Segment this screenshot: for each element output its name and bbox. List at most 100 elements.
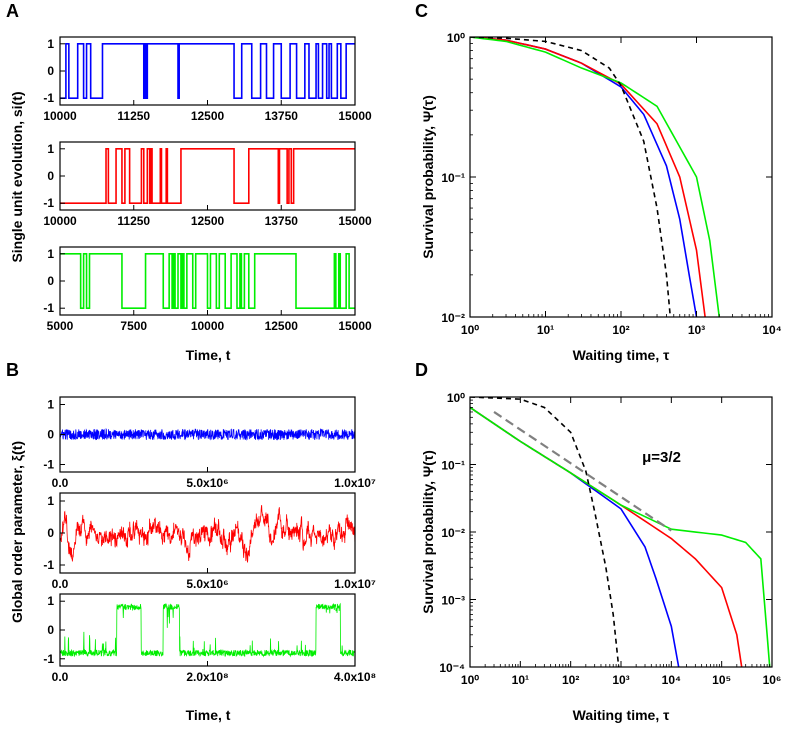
plot-frame	[59, 593, 356, 667]
x-tick-label: 10000	[43, 214, 77, 228]
slope-annotation: μ=3/2	[642, 449, 681, 466]
plot-frame	[59, 141, 356, 211]
x-axis-label: Waiting time, τ	[573, 707, 670, 723]
x-axis-label: Waiting time, τ	[573, 347, 670, 363]
x-tick-label: 10000	[43, 109, 77, 123]
x-tick-label: 1.0x10⁷	[334, 577, 376, 591]
x-tick-label: 10³	[612, 673, 629, 687]
series-green-trace	[60, 253, 355, 309]
plot-frame	[59, 36, 356, 106]
panel-b-subplot-green: 1 0 -1 0.0 2.0x10⁸ 4.0x10⁸	[43, 593, 376, 684]
x-tick-label: 12500	[191, 109, 225, 123]
y-tick-label: 1	[47, 37, 54, 51]
x-tick-label: 11250	[117, 214, 150, 228]
panel-a-subplot-red: 1 0 -1 10000 11250 12500 13750 15000	[43, 141, 372, 228]
y-tick-label: 0	[47, 623, 54, 637]
x-tick-label: 15000	[338, 109, 372, 123]
y-tick-label: -1	[43, 301, 54, 315]
panel-letter-d: D	[415, 360, 428, 380]
y-tick-label: 0	[47, 526, 54, 540]
x-tick-label: 5.0x10⁶	[186, 577, 228, 591]
panel-a-subplot-green: 1 0 -1 5000 7500 10000 12500 15000	[43, 246, 372, 333]
series-black-dashed-line	[470, 37, 672, 317]
x-tick-label: 10⁰	[461, 673, 479, 687]
y-tick-label: -1	[43, 558, 54, 572]
x-tick-label: 1.0x10⁷	[334, 476, 376, 490]
y-tick-label: 10⁻¹	[441, 459, 465, 473]
panel-b-subplot-blue: 1 0 -1 0.0 5.0x10⁶ 1.0x10⁷	[43, 396, 376, 490]
y-tick-label: 10⁻²	[441, 526, 465, 540]
y-tick-label: -1	[43, 458, 54, 472]
x-tick-label: 10⁶	[763, 673, 782, 687]
panel-b-subplot-red: 1 0 -1 0.0 5.0x10⁶ 1.0x10⁷	[43, 492, 376, 591]
x-tick-label: 10³	[688, 323, 705, 337]
series-red-trace	[59, 505, 356, 563]
y-axis-label: Single unit evolution, si(t)	[9, 91, 25, 262]
series-black-dashed-line	[470, 397, 620, 667]
x-tick-label: 0.0	[52, 476, 69, 490]
y-tick-label: 0	[47, 169, 54, 183]
panel-c: 10⁰ 10¹ 10² 10³ 10⁴ 10⁰ 10⁻¹ 10⁻² Survival proba…	[420, 31, 782, 363]
x-tick-label: 12500	[265, 319, 299, 333]
y-tick-label: -1	[43, 652, 54, 666]
x-tick-label: 11250	[117, 109, 150, 123]
series-red-trace	[60, 148, 355, 204]
x-tick-label: 10²	[562, 673, 579, 687]
x-tick-label: 10⁴	[662, 673, 681, 687]
x-tick-label: 12500	[191, 214, 225, 228]
y-tick-label: 10⁰	[447, 31, 465, 45]
y-axis-label: Survival probability, Ψ(τ)	[420, 95, 436, 259]
x-axis-label: Time, t	[186, 707, 231, 723]
series-blue-trace	[60, 43, 355, 99]
x-tick-label: 5.0x10⁶	[186, 476, 228, 490]
series-green-line	[470, 406, 771, 667]
x-tick-label: 4.0x10⁸	[334, 670, 376, 684]
x-tick-label: 10⁰	[461, 323, 479, 337]
y-tick-label: 0	[47, 64, 54, 78]
y-tick-label: 0	[47, 428, 54, 442]
series-green-trace	[59, 602, 356, 658]
x-tick-label: 7500	[120, 319, 147, 333]
y-axis-label: Global order parameter, ξ(t)	[9, 441, 25, 623]
panel-letter-b: B	[6, 360, 19, 380]
x-tick-label: 10⁵	[712, 673, 731, 687]
series-blue-line	[470, 406, 680, 667]
series-blue-trace	[59, 427, 356, 441]
x-tick-label: 2.0x10⁸	[186, 670, 228, 684]
x-tick-label: 10¹	[537, 323, 554, 337]
y-tick-label: -1	[43, 196, 54, 210]
y-tick-label: 10⁻¹	[441, 171, 465, 185]
y-tick-label: 1	[47, 594, 54, 608]
x-tick-label: 10²	[612, 323, 629, 337]
y-tick-label: 10⁻⁴	[439, 661, 465, 675]
y-tick-label: 1	[47, 247, 54, 261]
series-blue-line	[470, 37, 698, 317]
x-tick-label: 13750	[265, 214, 299, 228]
series-gray-dashed-line	[493, 411, 672, 532]
plot-frame	[469, 36, 773, 318]
panel-letter-a: A	[6, 1, 19, 21]
panel-d: 10⁰ 10¹ 10² 10³ 10⁴ 10⁵ 10⁶ 10⁰ 10⁻¹ 10⁻² 10⁻³ 10⁻⁴…	[420, 391, 781, 723]
y-tick-label: 1	[47, 142, 54, 156]
x-tick-label: 15000	[338, 214, 372, 228]
x-tick-label: 0.0	[52, 577, 69, 591]
x-tick-label: 13750	[265, 109, 299, 123]
y-tick-label: 1	[47, 494, 54, 508]
series-red-line	[470, 406, 743, 667]
x-axis-label: Time, t	[186, 347, 231, 363]
y-axis-label: Survival probability, Ψ(τ)	[420, 450, 436, 614]
panel-b: 1 0 -1 0.0 5.0x10⁶ 1.0x10⁷ 1 0 -1 0.0 5.0x10⁶ 1.0x1…	[9, 396, 376, 723]
y-tick-label: 10⁰	[447, 391, 465, 405]
x-tick-label: 15000	[338, 319, 372, 333]
x-tick-label: 10¹	[512, 673, 529, 687]
panel-letter-c: C	[415, 1, 428, 21]
x-tick-label: 5000	[47, 319, 74, 333]
y-tick-label: 0	[47, 274, 54, 288]
y-tick-label: 10⁻²	[441, 311, 465, 325]
x-tick-label: 10⁴	[762, 323, 781, 337]
y-tick-label: 1	[47, 398, 54, 412]
y-tick-label: -1	[43, 91, 54, 105]
